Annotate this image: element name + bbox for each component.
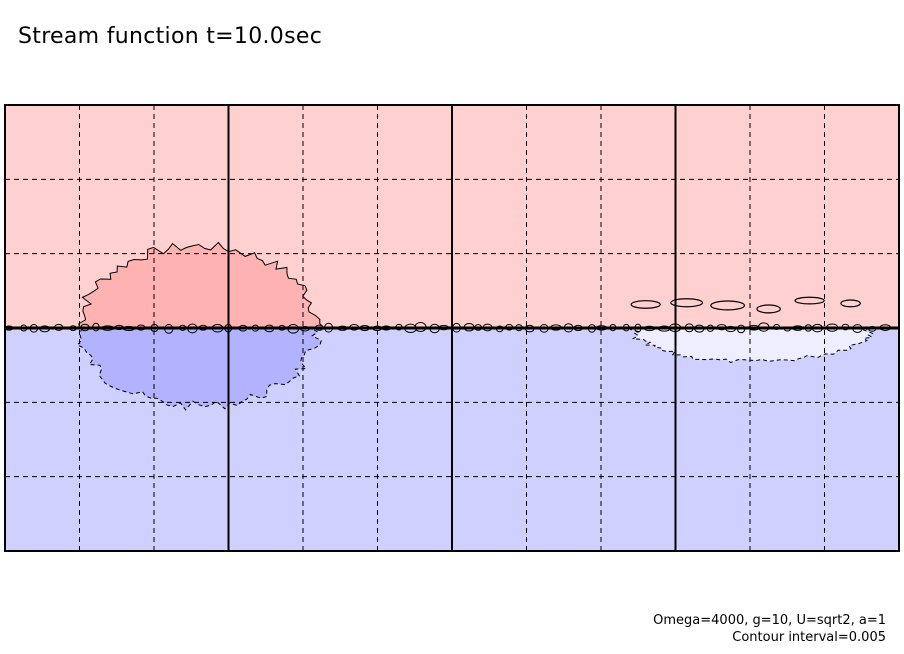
interface-eddy xyxy=(278,324,286,331)
interface-eddy xyxy=(804,324,813,332)
interface-eddy xyxy=(414,322,427,332)
interface-eddy xyxy=(482,323,493,332)
footer-notes: Omega=4000, g=10, U=sqrt2, a=1 Contour i… xyxy=(653,612,886,646)
interface-eddy xyxy=(39,325,50,333)
interface-eddy xyxy=(337,325,348,331)
interface-eddy xyxy=(404,323,417,334)
chart-title: Stream function t=10.0sec xyxy=(18,24,323,49)
interface-eddy xyxy=(101,325,114,331)
interface-eddy xyxy=(852,324,863,333)
interface-eddy xyxy=(381,325,392,331)
interface-eddy xyxy=(563,323,574,333)
interface-eddy xyxy=(684,323,694,333)
interface-eddy xyxy=(315,324,324,331)
interface-eddy xyxy=(736,324,746,334)
interface-eddy xyxy=(287,324,300,334)
right-upper-contour xyxy=(794,296,825,305)
contour-interval-label: Contour interval=0.005 xyxy=(732,630,886,645)
interface-eddy xyxy=(747,325,760,331)
interface-eddy xyxy=(238,324,248,332)
interface-eddy xyxy=(463,323,475,332)
interface-eddy xyxy=(634,323,642,333)
interface-eddy xyxy=(178,324,187,331)
right-upper-contour xyxy=(756,304,781,314)
right-upper-contour xyxy=(840,299,861,308)
interface-eddy xyxy=(452,322,461,333)
interface-eddy xyxy=(92,322,100,332)
interface-eddy xyxy=(438,324,450,331)
contour-lines xyxy=(4,322,899,334)
right-upper-contour xyxy=(670,298,704,308)
interface-eddy xyxy=(587,324,596,333)
interface-eddy xyxy=(80,323,90,332)
interface-eddy xyxy=(694,324,705,333)
interface-eddy xyxy=(136,324,146,331)
right-lower-anomaly xyxy=(629,327,877,364)
interface-eddy xyxy=(706,324,715,332)
interface-eddy xyxy=(725,325,737,333)
interface-eddy xyxy=(359,325,370,332)
interface-eddy xyxy=(622,323,630,332)
interface-eddy xyxy=(868,325,877,332)
interface-eddy xyxy=(773,324,781,330)
interface-eddy xyxy=(300,326,310,332)
interface-eddy xyxy=(792,325,804,331)
interface-eddy xyxy=(668,323,682,332)
parameters-label: Omega=4000, g=10, U=sqrt2, a=1 xyxy=(653,613,886,628)
plot-frame xyxy=(4,104,900,552)
interface-eddy xyxy=(198,324,208,331)
interface-eddy xyxy=(150,323,159,333)
interface-eddy xyxy=(264,324,275,333)
interface-eddy xyxy=(573,324,583,332)
interface-eddy xyxy=(349,324,360,331)
interface-eddy xyxy=(54,323,64,331)
interface-eddy xyxy=(841,323,850,331)
interface-eddy xyxy=(251,324,260,332)
interface-eddy xyxy=(783,326,791,332)
interface-eddy xyxy=(505,323,514,331)
anomaly-regions xyxy=(76,241,877,411)
interface-eddy xyxy=(187,323,198,334)
interface-eddy xyxy=(324,322,334,333)
interface-eddy xyxy=(643,325,656,332)
interface-eddy xyxy=(495,325,504,333)
interface-eddy xyxy=(595,325,608,331)
interface-eddy xyxy=(757,322,770,332)
interface-eddy xyxy=(657,325,671,332)
right-upper-contour xyxy=(710,300,746,311)
interface-eddy xyxy=(122,325,135,332)
interface-eddy xyxy=(20,324,28,332)
interface-eddy xyxy=(69,325,77,332)
interface-eddy xyxy=(515,324,523,332)
interface-eddy xyxy=(211,323,224,333)
interface-eddy xyxy=(609,323,617,332)
interface-eddy xyxy=(395,323,403,331)
interface-eddy xyxy=(474,324,483,331)
interface-eddy xyxy=(164,324,174,334)
left-upper-anomaly xyxy=(78,241,326,329)
interface-eddy xyxy=(550,324,562,331)
interface-eddy xyxy=(539,323,549,333)
interface-eddy xyxy=(826,323,839,332)
interface-eddy xyxy=(224,323,233,333)
interface-eddy xyxy=(879,324,892,331)
right-upper-contour xyxy=(630,300,661,309)
left-lower-anomaly xyxy=(76,327,322,411)
interface-eddy xyxy=(811,323,824,333)
interface-eddy xyxy=(29,323,39,333)
interface-eddy xyxy=(524,324,535,333)
